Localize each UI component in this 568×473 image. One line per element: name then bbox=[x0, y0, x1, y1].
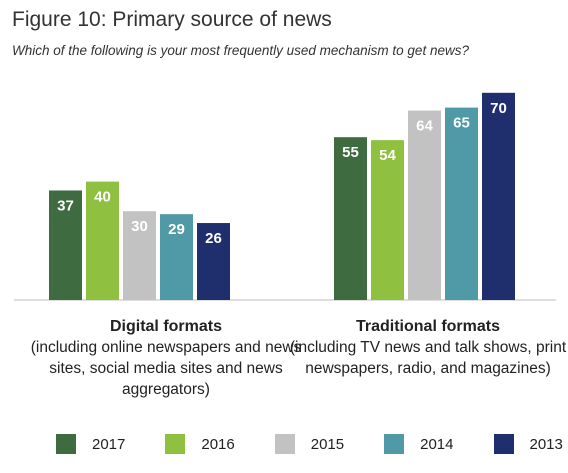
legend: 2017 2016 2015 2014 2013 bbox=[56, 434, 563, 454]
data-label-2015-group-1: 30 bbox=[131, 218, 148, 235]
legend-label: 2014 bbox=[420, 435, 454, 453]
legend-item-2017: 2017 bbox=[56, 434, 125, 454]
legend-swatch bbox=[165, 434, 186, 454]
bar-2013-group-2 bbox=[482, 92, 515, 300]
category-label-digital: Digital formats (including online newspa… bbox=[21, 316, 311, 400]
legend-item-2015: 2015 bbox=[274, 434, 345, 454]
category-title: Traditional formats bbox=[355, 318, 501, 335]
legend-swatch bbox=[56, 434, 76, 454]
legend-swatch bbox=[274, 434, 295, 454]
bar-2015-group-1 bbox=[123, 211, 156, 300]
bar-2017-group-1 bbox=[49, 190, 82, 300]
category-title: Digital formats bbox=[109, 318, 222, 335]
legend-item-2014: 2014 bbox=[384, 434, 454, 454]
data-label-2016-group-1: 40 bbox=[94, 189, 111, 206]
chart-subtitle: Which of the following is your most freq… bbox=[12, 43, 469, 58]
bar-2016-group-1 bbox=[86, 181, 119, 300]
legend-item-2016: 2016 bbox=[165, 434, 235, 454]
bar-2014-group-2 bbox=[445, 107, 478, 300]
legend-label: 2016 bbox=[201, 435, 235, 453]
data-label-2016-group-2: 54 bbox=[379, 147, 396, 164]
legend-item-2013: 2013 bbox=[493, 434, 563, 454]
data-label-2014-group-1: 29 bbox=[168, 221, 185, 238]
data-label-2013-group-2: 70 bbox=[490, 100, 507, 117]
legend-swatch bbox=[384, 434, 405, 454]
chart-title: Figure 10: Primary source of news bbox=[12, 8, 332, 31]
data-label-2014-group-2: 65 bbox=[453, 115, 470, 132]
data-label-2017-group-2: 55 bbox=[342, 144, 359, 161]
data-label-2015-group-2: 64 bbox=[416, 118, 433, 135]
legend-swatch bbox=[493, 434, 514, 454]
bar-2015-group-2 bbox=[408, 110, 441, 300]
legend-label: 2015 bbox=[310, 435, 345, 453]
category-description: (including online newspapers and news si… bbox=[30, 339, 302, 398]
bar-2013-group-1 bbox=[197, 223, 230, 300]
category-description: (including TV news and talk shows, print… bbox=[289, 339, 567, 377]
bar-2016-group-2 bbox=[371, 140, 404, 300]
data-label-2013-group-1: 26 bbox=[205, 230, 222, 247]
category-label-traditional: Traditional formats (including TV news a… bbox=[283, 316, 568, 379]
bar-2014-group-1 bbox=[160, 214, 193, 300]
data-label-2017-group-1: 37 bbox=[57, 197, 74, 214]
legend-label: 2017 bbox=[92, 435, 126, 453]
bar-2017-group-2 bbox=[334, 137, 367, 300]
legend-label: 2013 bbox=[529, 435, 563, 453]
